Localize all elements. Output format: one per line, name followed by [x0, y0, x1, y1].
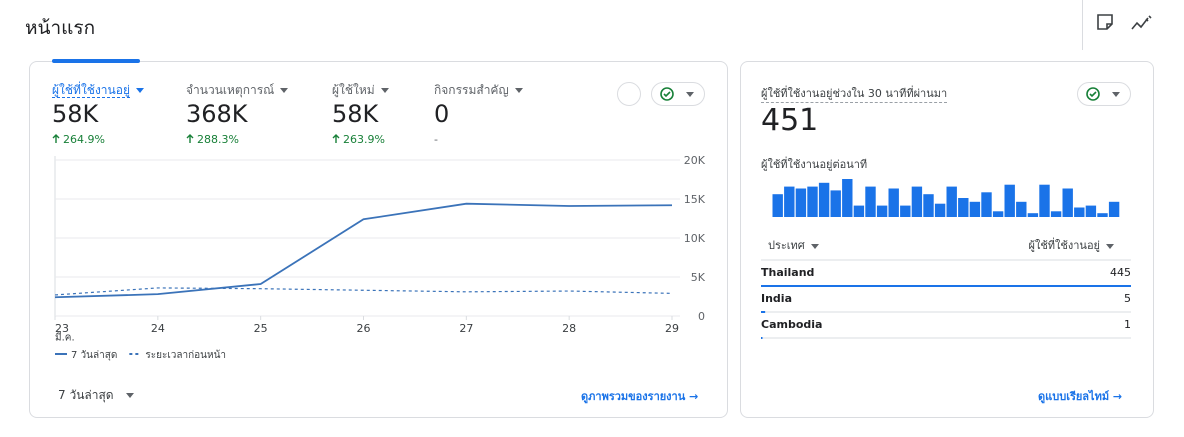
metric-change: -: [434, 133, 438, 146]
row-bar: [761, 337, 763, 339]
bar: [1108, 201, 1120, 217]
bar: [934, 203, 946, 217]
metric-value: 58K: [52, 100, 99, 128]
x-sublabel: มี.ค.: [55, 331, 75, 343]
bar: [1085, 205, 1097, 217]
realtime-value: 451: [761, 103, 819, 138]
metric-value: 0: [434, 100, 450, 128]
x-tick-label: 28: [562, 322, 576, 335]
x-tick-label: 23: [55, 322, 69, 335]
country-value: 1: [1124, 318, 1131, 331]
bar: [807, 186, 818, 217]
table-header[interactable]: ผู้ใช้ที่ใช้งานอยู่: [1029, 236, 1114, 254]
metric-label: กิจกรรมสำคัญ: [434, 81, 523, 100]
country-value: 5: [1124, 292, 1131, 305]
bar: [865, 186, 876, 217]
metric-change: 288.3%: [186, 133, 239, 146]
bar: [1097, 213, 1108, 217]
metric-value: 368K: [186, 100, 248, 128]
bar: [1074, 207, 1085, 217]
legend-label: ระยะเวลาก่อนหน้า: [145, 349, 226, 361]
series-line: [54, 287, 673, 296]
legend-label: 7 วันล่าสุด: [71, 350, 117, 361]
bar: [1039, 184, 1050, 217]
country-value: 445: [1110, 266, 1131, 279]
bar: [946, 186, 957, 217]
metric-change: 263.9%: [332, 133, 385, 146]
page-title: หน้าแรก: [25, 17, 96, 39]
metric-value: 58K: [332, 100, 379, 128]
x-tick-label: 25: [254, 322, 268, 335]
insights-button[interactable]: [617, 82, 641, 106]
bar: [911, 186, 923, 217]
bar: [1004, 184, 1015, 217]
bar: [992, 211, 1004, 217]
compare-button[interactable]: [1077, 82, 1131, 106]
bar: [1050, 211, 1062, 217]
bar: [1027, 213, 1039, 217]
realtime-link[interactable]: ดูแบบเรียลไทม์ →: [1038, 390, 1123, 403]
compare-button[interactable]: [651, 82, 705, 106]
bar: [818, 182, 830, 217]
metric-change: 264.9%: [52, 133, 105, 146]
country: Thailand: [761, 266, 814, 279]
bar: [853, 205, 865, 217]
bar: [795, 188, 807, 217]
date-range[interactable]: 7 วันล่าสุด: [58, 386, 134, 405]
metric-label: ผู้ใช้ใหม่: [332, 81, 389, 100]
realtime-card: [740, 61, 1154, 418]
metric-label: จำนวนเหตุการณ์: [186, 81, 289, 100]
row-bar: [761, 285, 1131, 287]
bar: [842, 179, 853, 217]
row-bar: [761, 311, 766, 313]
x-tick-label: 26: [357, 322, 371, 335]
bar: [830, 190, 841, 217]
bar: [784, 186, 795, 217]
y-tick-label: 15K: [684, 193, 706, 206]
overview-card: [29, 61, 728, 418]
x-tick-label: 29: [665, 322, 679, 335]
y-tick-label: 10K: [684, 232, 706, 245]
divider: [1082, 0, 1083, 50]
bar: [969, 201, 981, 217]
bar: [888, 188, 899, 217]
metric-label: ผู้ใช้ที่ใช้งานอยู่: [52, 81, 144, 100]
table-header[interactable]: ประเทศ: [768, 236, 819, 254]
x-tick-label: 24: [151, 322, 165, 335]
realtime-subtitle: ผู้ใช้ที่ใช้งานอยู่ต่อนาที: [761, 158, 868, 171]
report-link[interactable]: ดูภาพรวมของรายงาน →: [581, 390, 699, 403]
bar: [900, 205, 911, 217]
bar: [958, 198, 969, 217]
y-tick-label: 0: [698, 310, 705, 323]
country: Cambodia: [761, 318, 822, 331]
bar: [876, 205, 888, 217]
bar: [981, 192, 992, 217]
y-tick-label: 5K: [691, 271, 706, 284]
toolbar-icons[interactable]: [1096, 13, 1156, 33]
bar: [772, 194, 783, 217]
bar: [923, 194, 934, 217]
series-line: [54, 202, 673, 299]
y-tick-label: 20K: [684, 154, 706, 167]
tab-indicator: [52, 59, 140, 63]
bar: [1062, 188, 1073, 217]
country: India: [761, 292, 792, 305]
x-tick-label: 27: [459, 322, 473, 335]
realtime-title: ผู้ใช้ที่ใช้งานอยู่ช่วงใน 30 นาทีที่ผ่าน…: [761, 84, 948, 103]
bar: [1016, 201, 1027, 217]
